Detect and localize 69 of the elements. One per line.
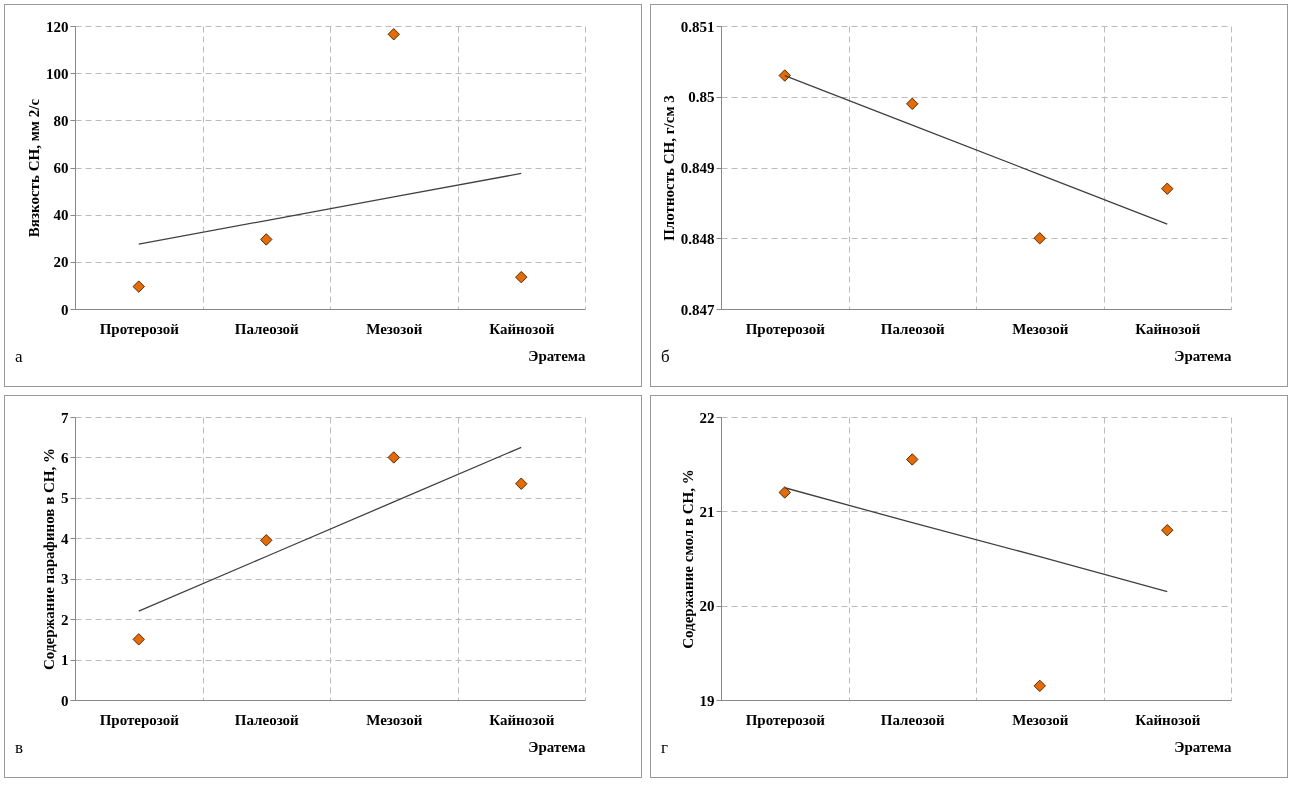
x-tick-label: Палеозой bbox=[880, 711, 946, 728]
line-series bbox=[138, 172, 522, 245]
x-axis-title: Эратема bbox=[1174, 347, 1232, 364]
x-tick-label: Палеозой bbox=[880, 320, 946, 337]
point bbox=[387, 451, 400, 464]
x-tick-label: Мезозой bbox=[1012, 320, 1069, 337]
x-tick-label: Мезозой bbox=[366, 320, 423, 337]
y-axis-title: Содержание смол в СН, % bbox=[679, 469, 696, 649]
y-tick-label: 7 bbox=[61, 409, 69, 426]
y-tick-label: 120 bbox=[46, 18, 69, 35]
point bbox=[132, 633, 145, 646]
point bbox=[906, 97, 919, 111]
y-tick-label: 0.847 bbox=[680, 301, 715, 318]
x-tick-label: Мезозой bbox=[366, 711, 423, 728]
point bbox=[1033, 232, 1046, 245]
point bbox=[1161, 524, 1174, 537]
point bbox=[260, 534, 273, 547]
y-tick-label: 60 bbox=[53, 160, 69, 176]
text: в bbox=[15, 738, 24, 757]
y-tick-label: 0 bbox=[61, 301, 69, 318]
y-tick-label: 0.848 bbox=[680, 230, 715, 247]
y-tick-label: 22 bbox=[699, 409, 715, 426]
y-tick-label: 40 bbox=[53, 207, 69, 224]
y-axis-title: Содержание парафинов в СН, % bbox=[41, 447, 57, 671]
x-tick-label: Кайнозой bbox=[489, 711, 555, 728]
text: г bbox=[661, 738, 668, 757]
x-tick-label: Протерозой bbox=[745, 711, 826, 728]
point bbox=[906, 453, 919, 466]
x-tick-label: Кайнозой bbox=[1135, 320, 1201, 337]
point bbox=[1161, 182, 1174, 195]
point bbox=[778, 486, 791, 499]
text: а bbox=[15, 347, 23, 366]
y-tick-label: 1 bbox=[61, 652, 69, 669]
x-axis-title: Эратема bbox=[528, 347, 586, 364]
line-series bbox=[138, 446, 522, 612]
y-tick-label: 6 bbox=[61, 449, 69, 466]
y-tick-label: 0.849 bbox=[680, 160, 715, 176]
x-tick-label: Палеозой bbox=[234, 711, 300, 728]
x-axis-title: Эратема bbox=[528, 738, 586, 755]
point bbox=[515, 477, 528, 490]
point bbox=[260, 233, 273, 246]
y-tick-label: 5 bbox=[61, 490, 69, 507]
point bbox=[132, 280, 145, 293]
y-tick-label: 4 bbox=[61, 530, 69, 547]
x-tick-label: Кайнозой bbox=[489, 320, 555, 337]
y-tick-label: 0.851 bbox=[680, 18, 715, 35]
y-tick-label: 80 bbox=[53, 112, 69, 129]
y-tick-label: 20 bbox=[699, 598, 715, 615]
x-tick-label: Протерозой bbox=[745, 320, 826, 337]
point bbox=[515, 270, 528, 284]
text: б bbox=[661, 347, 670, 366]
x-tick-label: Протерозой bbox=[99, 320, 180, 337]
y-tick-label: 100 bbox=[46, 65, 69, 82]
y-tick-label: 21 bbox=[699, 503, 715, 520]
x-tick-label: Палеозой bbox=[234, 320, 300, 337]
y-tick-label: 3 bbox=[61, 571, 69, 588]
y-axis-title: Плотность СН, г/см 3 bbox=[660, 95, 677, 241]
y-tick-label: 0 bbox=[61, 692, 69, 709]
y-tick-label: 0.85 bbox=[688, 89, 715, 106]
y-tick-label: 19 bbox=[699, 692, 715, 709]
x-tick-label: Протерозой bbox=[99, 711, 180, 728]
x-axis-title: Эратема bbox=[1174, 738, 1232, 755]
point bbox=[387, 28, 400, 41]
y-axis-title: Вязкость СН, мм 2/с bbox=[26, 98, 42, 238]
y-tick-label: 20 bbox=[53, 254, 69, 271]
point bbox=[1033, 679, 1046, 693]
x-tick-label: Кайнозой bbox=[1135, 711, 1201, 728]
x-tick-label: Мезозой bbox=[1012, 711, 1069, 728]
y-tick-label: 2 bbox=[61, 611, 69, 628]
